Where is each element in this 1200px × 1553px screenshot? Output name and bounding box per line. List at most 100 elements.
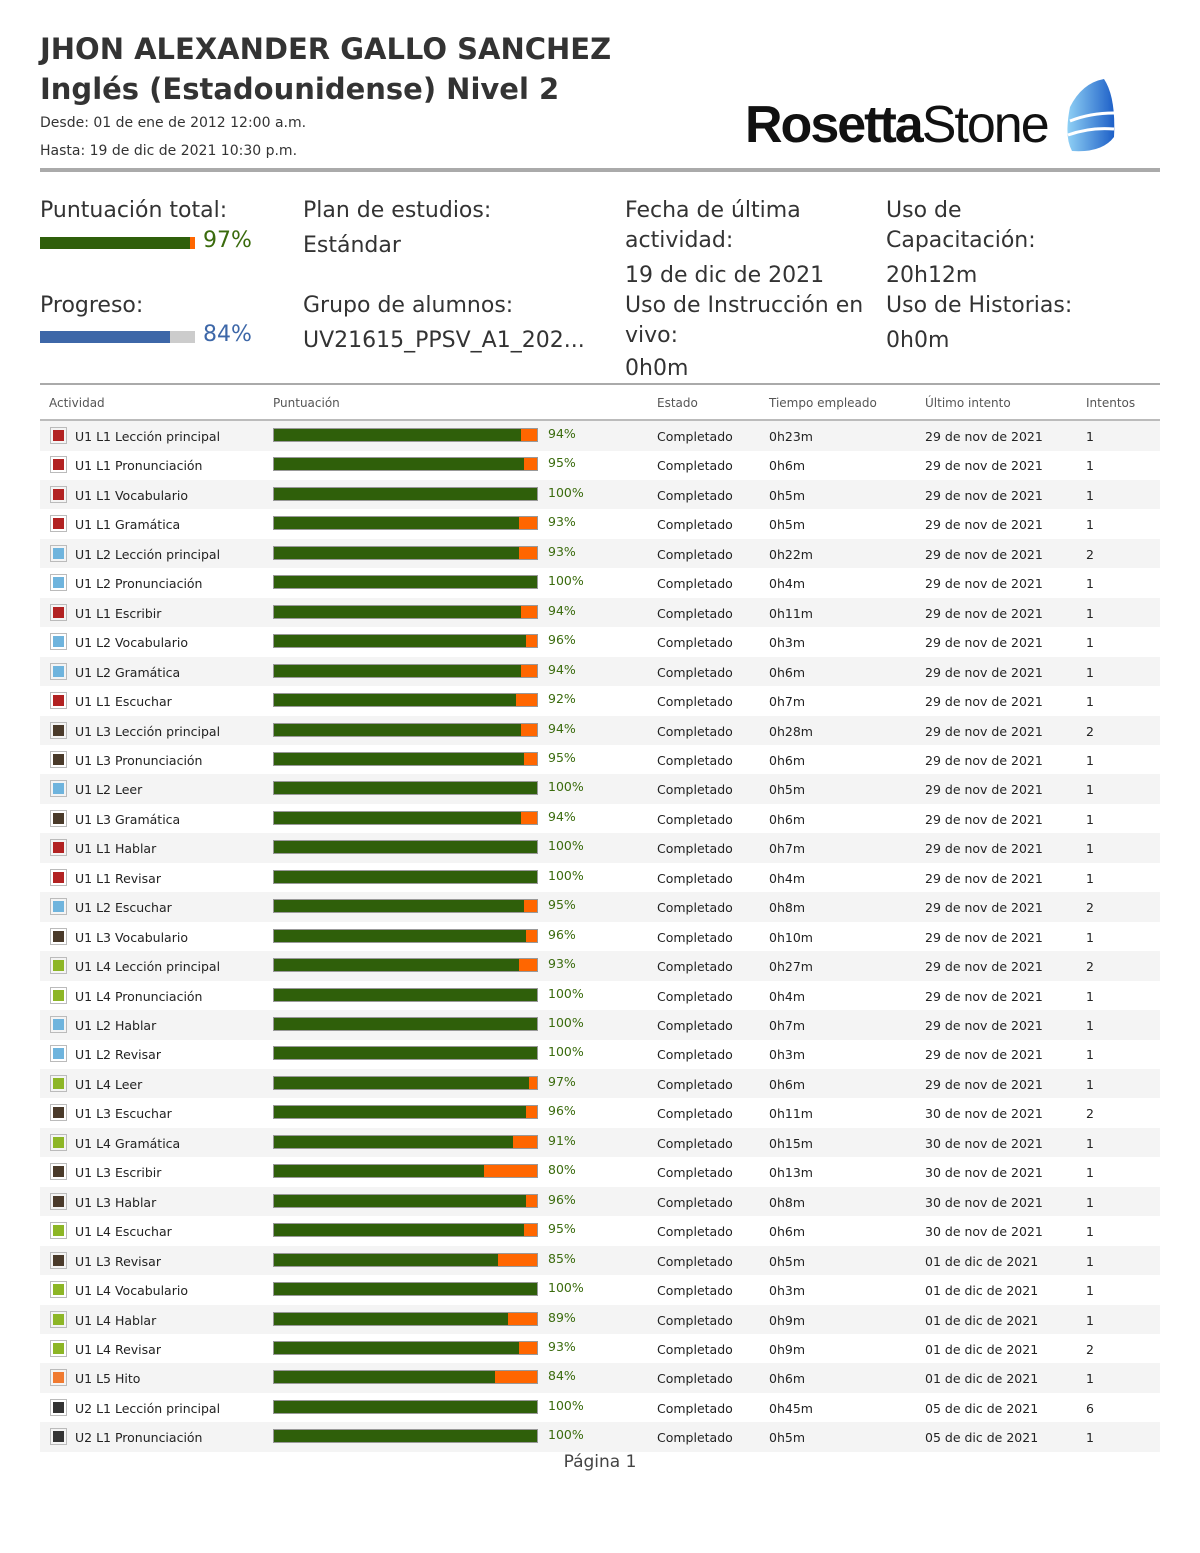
score-value: 94% <box>548 602 576 618</box>
time-spent: 0h7m <box>769 1018 806 1033</box>
score-value: 93% <box>548 514 576 530</box>
attempts: 1 <box>1086 988 1094 1004</box>
table-row: U1 L2 Revisar 100% Completado 0h3m 29 de nov… <box>40 1039 1160 1069</box>
activity-name: U2 L1 Lección principal <box>75 1400 221 1416</box>
score-bar <box>273 575 538 590</box>
col-activity: Actividad <box>49 396 105 410</box>
date-to: Hasta: 19 de dic de 2021 10:30 p.m. <box>40 143 298 159</box>
progress-value: 84% <box>203 322 252 347</box>
last-attempt: 29 de nov de 2021 <box>925 458 1043 474</box>
status: Completado <box>657 1283 733 1299</box>
last-attempt: 29 de nov de 2021 <box>925 752 1043 768</box>
activity-icon <box>50 898 67 916</box>
col-status: Estado <box>657 396 698 410</box>
activity-name: U1 L2 Hablar <box>75 1018 157 1033</box>
attempts: 1 <box>1086 841 1094 857</box>
attempts: 1 <box>1086 694 1094 710</box>
score-value: 100% <box>548 985 584 1001</box>
activity-icon <box>50 1310 67 1328</box>
score-value: 100% <box>548 867 584 883</box>
plan-value: Estándar <box>303 233 401 258</box>
activity-icon <box>50 986 67 1004</box>
score-bar <box>273 1105 538 1120</box>
progress-bar <box>40 331 195 343</box>
score-bar <box>273 1075 538 1090</box>
status: Completado <box>657 959 733 975</box>
score-bar <box>273 428 538 442</box>
attempts: 2 <box>1086 723 1094 739</box>
score-value: 95% <box>548 749 576 765</box>
score-value: 100% <box>548 1015 584 1030</box>
score-value: 93% <box>548 1338 576 1354</box>
score-value: 95% <box>548 897 576 913</box>
table-row: U1 L3 Gramática 94% Completado 0h6m 29 de no… <box>40 804 1160 834</box>
time-spent: 0h9m <box>769 1341 806 1357</box>
activity-icon <box>50 485 67 503</box>
last-activity-value: 19 de dic de 2021 <box>625 263 825 288</box>
table-row: U1 L4 Vocabulario 100% Completado 0h3m 01 de… <box>40 1275 1160 1305</box>
activity-name: U1 L2 Pronunciación <box>75 576 203 592</box>
score-value: 85% <box>548 1250 576 1266</box>
status: Completado <box>657 782 733 798</box>
last-attempt: 30 de nov de 2021 <box>925 1194 1043 1210</box>
score-bar <box>273 1340 538 1355</box>
activity-icon <box>50 574 67 592</box>
score-bar <box>273 928 538 943</box>
attempts: 1 <box>1086 1018 1094 1033</box>
table-row: U1 L1 Gramática 93% Completado 0h5m 29 de no… <box>40 509 1160 539</box>
status: Completado <box>657 1106 733 1122</box>
time-spent: 0h5m <box>769 782 806 798</box>
status: Completado <box>657 546 733 562</box>
time-spent: 0h8m <box>769 1194 806 1210</box>
score-bar <box>273 693 538 708</box>
score-value: 95% <box>548 1221 576 1237</box>
last-attempt: 30 de nov de 2021 <box>925 1135 1043 1151</box>
time-spent: 0h6m <box>769 752 806 768</box>
table-row: U1 L4 Escuchar 95% Completado 0h6m 30 de nov… <box>40 1216 1160 1246</box>
score-bar <box>273 810 538 825</box>
course-title: Inglés (Estadounidense) Nivel 2 <box>40 72 560 106</box>
activity-name: U1 L2 Escuchar <box>75 900 172 916</box>
activity-name: U1 L2 Leer <box>75 782 143 798</box>
score-bar <box>273 899 538 914</box>
status: Completado <box>657 900 733 916</box>
status: Completado <box>657 694 733 710</box>
score-bar <box>273 840 538 855</box>
attempts: 1 <box>1086 752 1094 768</box>
attempts: 2 <box>1086 959 1094 975</box>
score-bar <box>273 516 538 531</box>
activity-name: U1 L1 Vocabulario <box>75 487 188 503</box>
table-row: U1 L1 Escribir 94% Completado 0h11m 29 de no… <box>40 597 1160 628</box>
summary-divider <box>40 383 1160 385</box>
last-attempt: 29 de nov de 2021 <box>925 1047 1043 1063</box>
attempts: 1 <box>1086 1312 1094 1328</box>
activity-name: U1 L3 Lección principal <box>75 723 221 739</box>
activity-icon <box>50 868 67 886</box>
table-row: U1 L2 Escuchar 95% Completado 0h8m 29 de nov… <box>40 892 1160 922</box>
time-spent: 0h22m <box>769 546 813 562</box>
time-spent: 0h5m <box>769 487 806 503</box>
table-row: U1 L1 Lección principal 94% Completado 0h23… <box>40 421 1160 451</box>
score-value: 80% <box>548 1162 576 1178</box>
time-spent: 0h4m <box>769 576 806 592</box>
activity-icon <box>50 1074 67 1092</box>
time-spent: 0h11m <box>769 1106 813 1122</box>
activity-name: U1 L3 Escribir <box>75 1165 162 1181</box>
status: Completado <box>657 605 733 621</box>
time-spent: 0h7m <box>769 841 806 857</box>
last-attempt: 01 de dic de 2021 <box>925 1341 1039 1357</box>
last-attempt: 29 de nov de 2021 <box>925 517 1043 533</box>
attempts: 1 <box>1086 429 1094 444</box>
total-score-label: Puntuación total: <box>40 198 228 223</box>
last-attempt: 30 de nov de 2021 <box>925 1224 1043 1240</box>
attempts: 2 <box>1086 1341 1094 1357</box>
score-bar <box>273 1399 538 1414</box>
group-value: UV21615_PPSV_A1_202... <box>303 328 585 353</box>
rosetta-stone-logo: RosettaStone <box>745 79 1118 155</box>
score-bar <box>273 1252 538 1267</box>
activity-name: U1 L4 Gramática <box>75 1135 181 1151</box>
score-bar <box>273 722 538 737</box>
time-spent: 0h6m <box>769 458 806 474</box>
status: Completado <box>657 811 733 827</box>
time-spent: 0h6m <box>769 1224 806 1240</box>
